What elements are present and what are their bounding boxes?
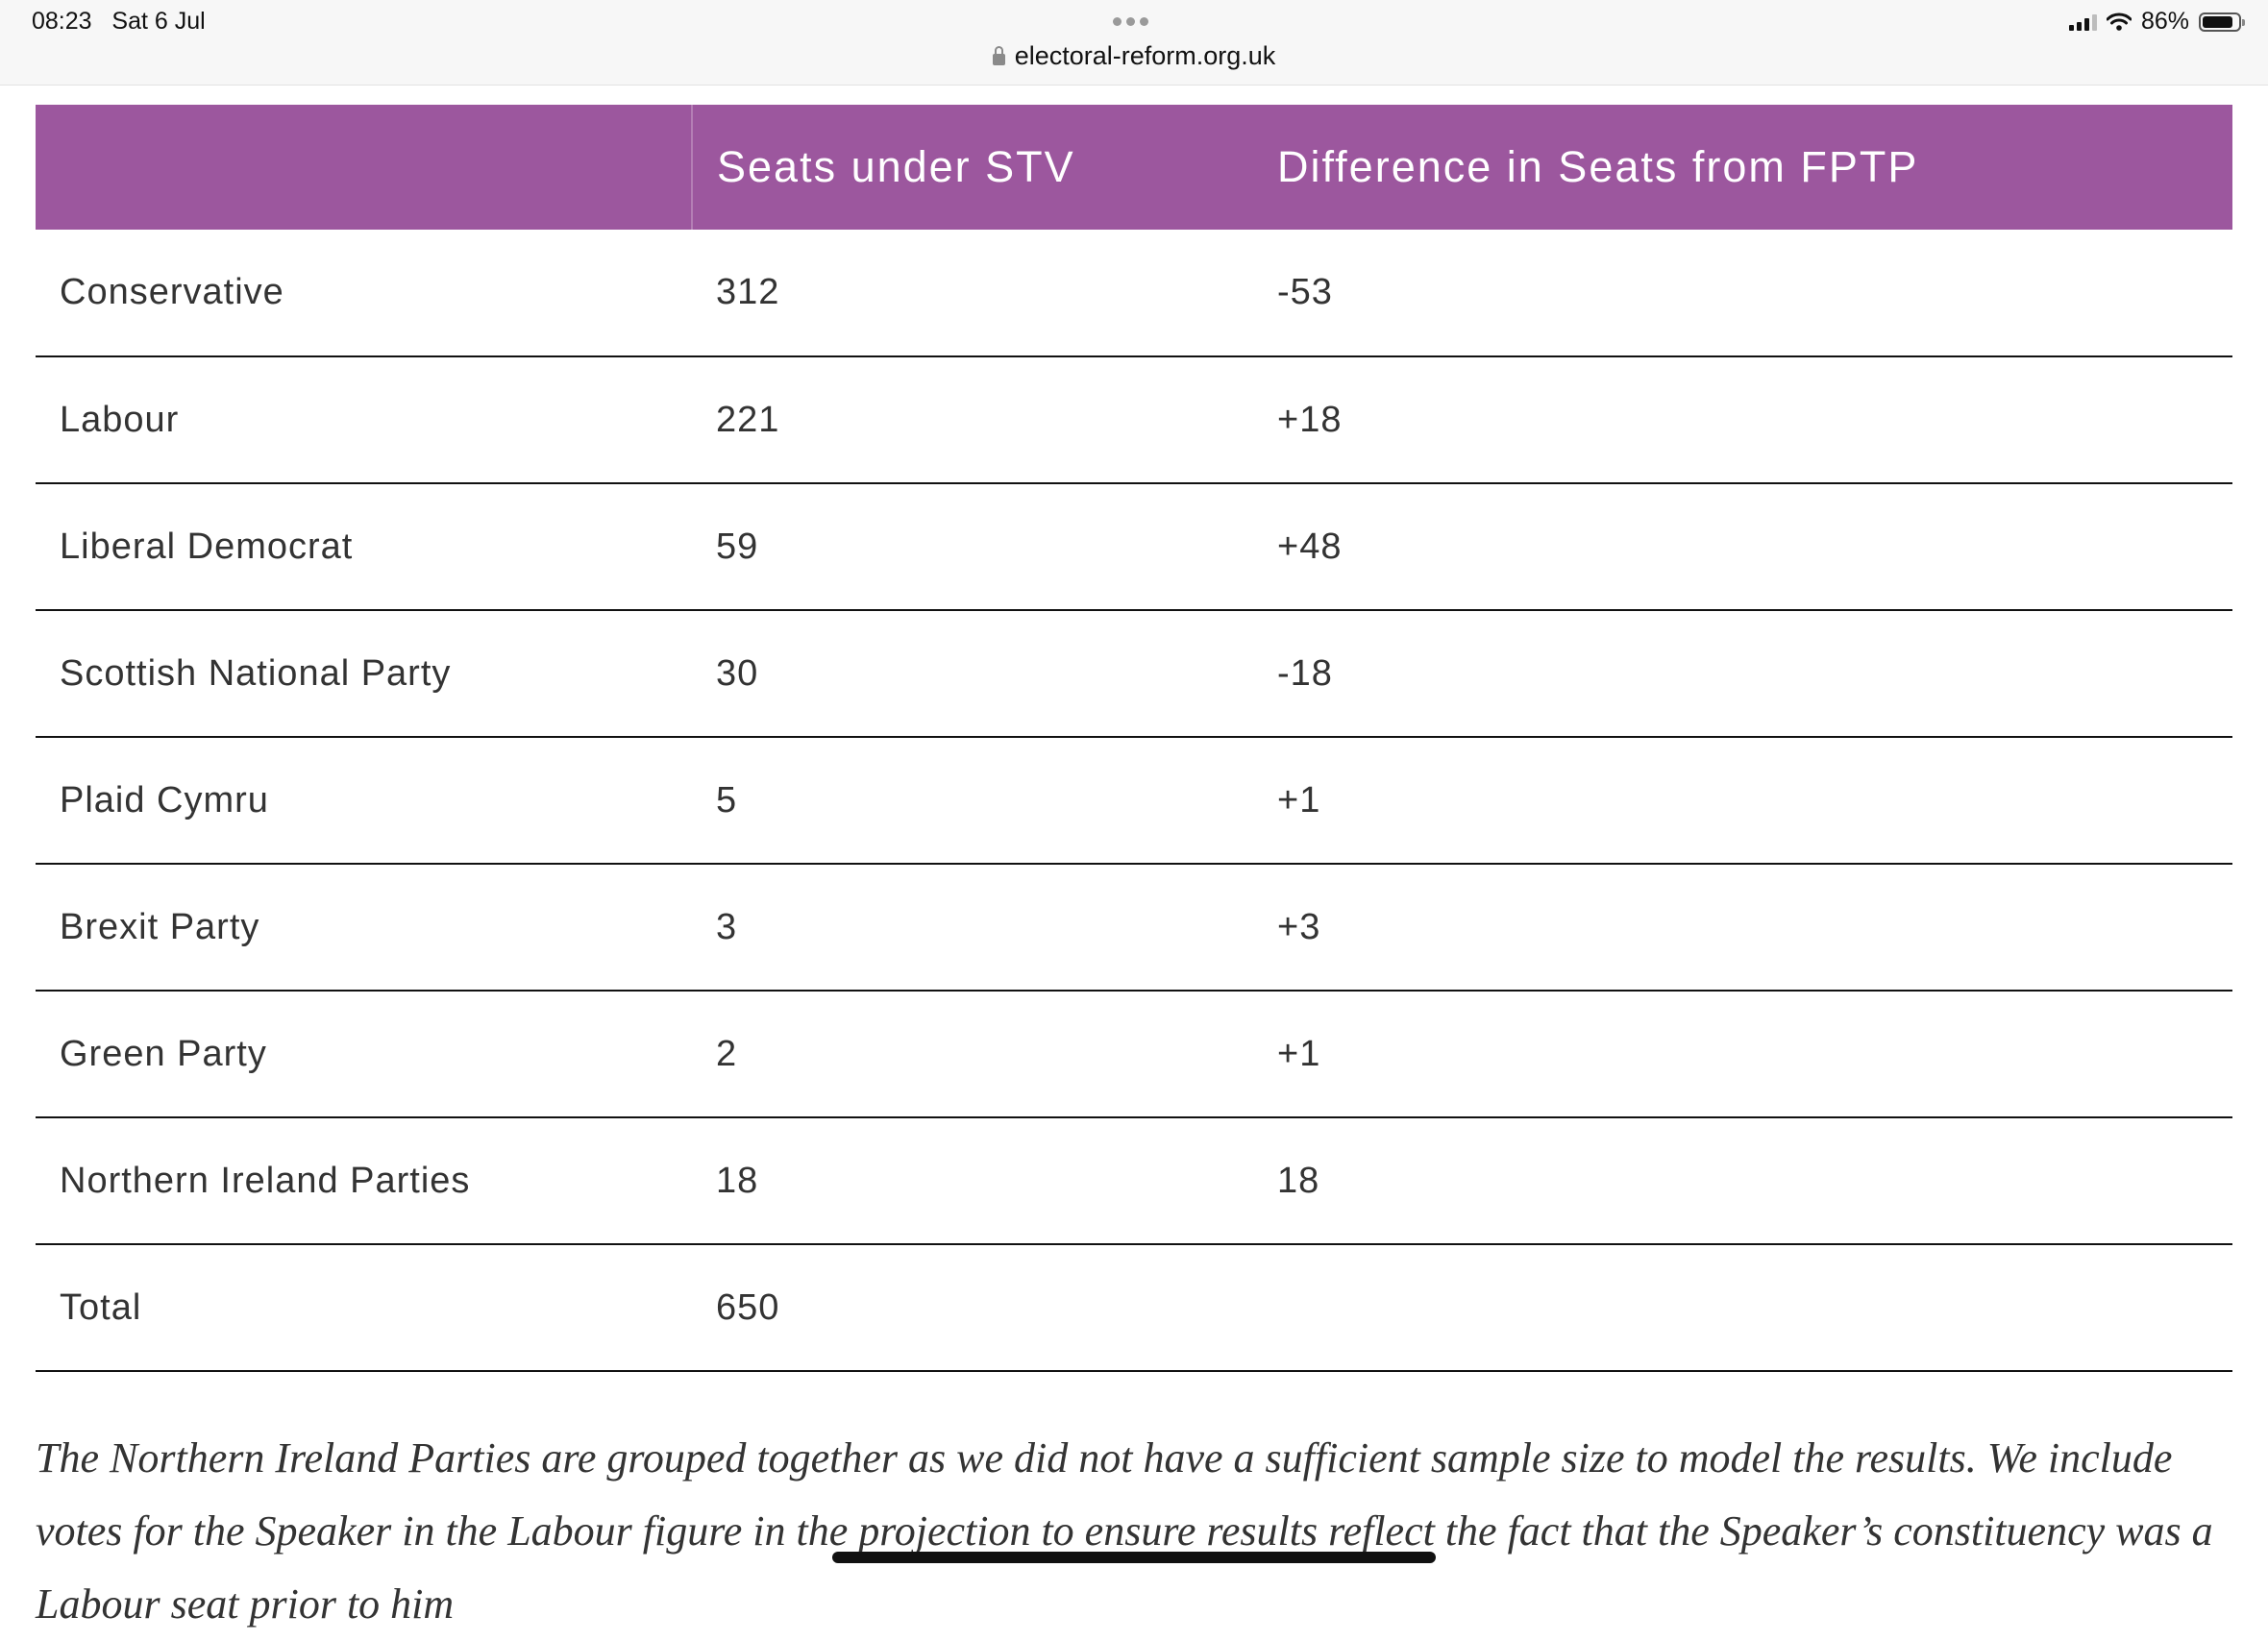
seats-cell: 221 <box>692 356 1253 484</box>
header-diff-fptp: Difference in Seats from FPTP <box>1253 105 2232 230</box>
table-header-row: Seats under STV Difference in Seats from… <box>36 105 2232 230</box>
footnote-text: The Northern Ireland Parties are grouped… <box>36 1434 2213 1628</box>
multitasking-dots-icon[interactable] <box>1113 17 1148 26</box>
party-cell: Northern Ireland Parties <box>36 1117 692 1245</box>
diff-cell: 18 <box>1253 1117 2232 1245</box>
party-cell: Labour <box>36 356 692 484</box>
seats-cell: 18 <box>692 1117 1253 1245</box>
party-cell: Green Party <box>36 991 692 1118</box>
seats-table: Seats under STV Difference in Seats from… <box>36 105 2232 1372</box>
seats-cell: 3 <box>692 864 1253 992</box>
status-bar: 08:23 Sat 6 Jul electoral-reform.org.uk … <box>0 0 2268 86</box>
party-cell: Conservative <box>36 230 692 357</box>
table-row: Scottish National Party 30 -18 <box>36 610 2232 738</box>
table-row: Total 650 <box>36 1244 2232 1372</box>
status-date: Sat 6 Jul <box>111 8 206 35</box>
battery-fill <box>2203 15 2232 28</box>
lock-icon <box>992 46 1005 65</box>
diff-cell: +3 <box>1253 864 2232 992</box>
status-time-date: 08:23 Sat 6 Jul <box>32 8 206 36</box>
diff-cell: +1 <box>1253 991 2232 1118</box>
table-row: Conservative 312 -53 <box>36 230 2232 357</box>
party-cell: Brexit Party <box>36 864 692 992</box>
battery-icon <box>2199 12 2245 32</box>
party-cell: Liberal Democrat <box>36 483 692 611</box>
seats-cell: 650 <box>692 1244 1253 1372</box>
battery-percent: 86% <box>2140 8 2189 35</box>
home-indicator[interactable] <box>832 1552 1436 1563</box>
header-party <box>36 105 693 230</box>
table-row: Plaid Cymru 5 +1 <box>36 737 2232 865</box>
seats-cell: 312 <box>692 230 1253 357</box>
table-row: Green Party 2 +1 <box>36 991 2232 1118</box>
diff-cell: -18 <box>1253 610 2232 738</box>
signal-icon <box>2068 13 2097 31</box>
party-cell: Plaid Cymru <box>36 737 692 865</box>
status-time: 08:23 <box>32 8 92 35</box>
url-text: electoral-reform.org.uk <box>1014 41 1276 70</box>
header-seats-stv: Seats under STV <box>692 105 1253 230</box>
table-row: Northern Ireland Parties 18 18 <box>36 1117 2232 1245</box>
table-body: Conservative 312 -53 Labour 221 +18 Liberal De… <box>36 230 2232 1372</box>
diff-cell: +18 <box>1253 356 2232 484</box>
table-row: Brexit Party 3 +3 <box>36 864 2232 992</box>
diff-cell: -53 <box>1253 230 2232 357</box>
seats-cell: 59 <box>692 483 1253 611</box>
diff-cell: +1 <box>1253 737 2232 865</box>
wifi-icon <box>2106 12 2132 32</box>
status-indicators: 86% <box>2068 8 2245 36</box>
address-bar[interactable]: electoral-reform.org.uk <box>0 41 2268 71</box>
seats-cell: 2 <box>692 991 1253 1118</box>
party-cell: Scottish National Party <box>36 610 692 738</box>
table-row: Labour 221 +18 <box>36 356 2232 484</box>
diff-cell: +48 <box>1253 483 2232 611</box>
table-row: Liberal Democrat 59 +48 <box>36 483 2232 611</box>
diff-cell <box>1253 1244 2232 1372</box>
party-cell: Total <box>36 1244 692 1372</box>
seats-cell: 30 <box>692 610 1253 738</box>
seats-cell: 5 <box>692 737 1253 865</box>
